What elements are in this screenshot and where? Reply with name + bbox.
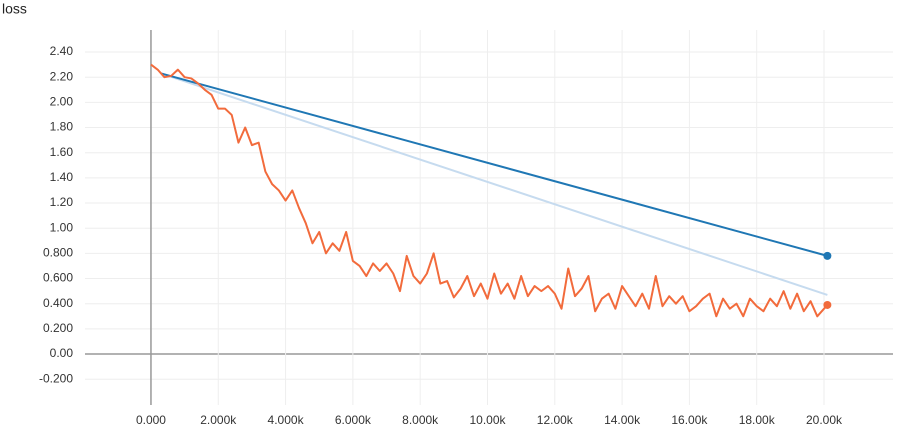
y-tick-label: 2.20: [50, 69, 74, 83]
chart-title: loss: [2, 1, 27, 17]
x-tick-label: 14.00k: [604, 413, 641, 427]
y-tick-label: 1.00: [50, 220, 74, 234]
end-marker: [823, 251, 832, 260]
y-tick-label: 1.60: [50, 145, 74, 159]
x-tick-label: 4.000k: [268, 413, 305, 427]
x-tick-label: 16.00k: [671, 413, 708, 427]
y-tick-label: 2.40: [50, 44, 74, 58]
x-tick-label: 20.00k: [806, 413, 843, 427]
y-tick-label: 1.80: [50, 120, 74, 134]
x-tick-label: 12.00k: [537, 413, 574, 427]
y-tick-label: 0.400: [43, 296, 73, 310]
y-tick-label: 2.00: [50, 95, 74, 109]
y-tick-label: 0.200: [43, 321, 73, 335]
x-tick-label: 6.000k: [335, 413, 372, 427]
x-tick-label: 18.00k: [739, 413, 776, 427]
x-tick-label: 2.000k: [200, 413, 237, 427]
y-tick-label: 1.20: [50, 195, 74, 209]
series-line: [160, 72, 828, 257]
y-tick-label: 0.00: [50, 346, 74, 360]
x-tick-label: 8.000k: [402, 413, 439, 427]
series-line: [150, 63, 829, 318]
x-tick-label: 10.00k: [469, 413, 506, 427]
end-marker: [823, 300, 832, 309]
series-line: [160, 72, 828, 296]
y-tick-label: 0.800: [43, 246, 73, 260]
y-tick-label: -0.200: [39, 371, 73, 385]
y-tick-label: 1.40: [50, 170, 74, 184]
x-tick-label: 0.000: [136, 413, 166, 427]
y-tick-label: 0.600: [43, 271, 73, 285]
